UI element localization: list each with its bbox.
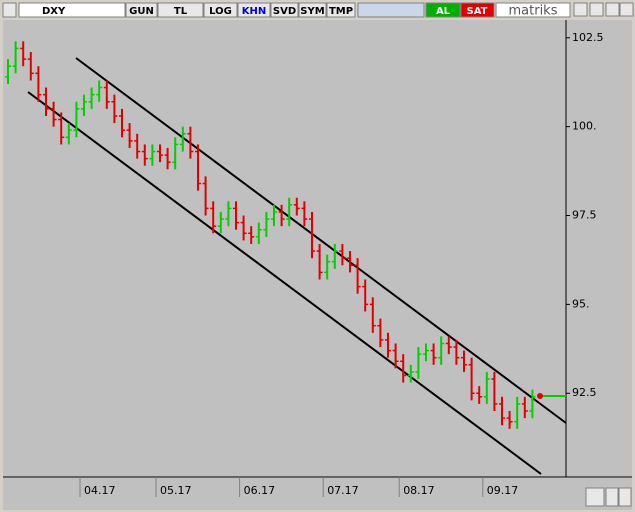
brand-box	[495, 2, 571, 18]
buy-label: AL	[436, 6, 451, 17]
sell-button[interactable]	[460, 2, 495, 18]
minimize-button[interactable]	[573, 2, 588, 17]
x-tick-label: 07.17	[327, 484, 359, 497]
toolbar-button[interactable]	[125, 2, 158, 18]
icon-strip[interactable]	[357, 2, 425, 18]
x-tick-label: 09.17	[487, 484, 519, 497]
y-tick-label: 100.	[572, 120, 597, 133]
y-tick-label: 95.	[572, 297, 590, 310]
date-axis-area	[3, 478, 632, 510]
toolbar-button-label: LOG	[209, 6, 232, 17]
symbol: DXY	[42, 6, 66, 17]
close-button[interactable]	[619, 2, 634, 17]
symbol-field[interactable]	[18, 2, 126, 18]
toolbar-button-label: GUN	[129, 6, 154, 17]
toolbar-button-label: SVD	[273, 6, 296, 17]
x-tick-label: 04.17	[84, 484, 116, 497]
toolbar-button-label: KHN	[242, 6, 267, 17]
x-tick-label: 06.17	[244, 484, 276, 497]
toolbar-button[interactable]	[326, 2, 356, 18]
toolbar-button-label: TL	[174, 6, 188, 17]
toolbar-button[interactable]	[298, 2, 327, 18]
toolbar-button[interactable]	[270, 2, 299, 18]
toolbar-button[interactable]	[203, 2, 238, 18]
brand: matriks	[509, 4, 558, 19]
toolbar-button[interactable]	[237, 2, 271, 18]
plot-area	[3, 20, 632, 477]
y-tick-label: 92.5	[572, 386, 597, 399]
x-tick-label: 05.17	[160, 484, 192, 497]
toolbar-button-label: TMP	[329, 6, 353, 17]
last-price-dot	[537, 393, 543, 399]
lower-channel-line	[27, 91, 542, 475]
y-tick-label: 97.5	[572, 209, 597, 222]
scroll-left[interactable]	[605, 487, 619, 507]
toolbar-button-label: SYM	[300, 6, 324, 17]
restore-button[interactable]	[605, 2, 620, 17]
toolbar-button[interactable]	[157, 2, 204, 18]
sell-label: SAT	[467, 6, 488, 17]
upper-channel-line	[75, 57, 567, 424]
buy-button[interactable]	[425, 2, 461, 18]
menu-icon[interactable]	[2, 2, 17, 18]
x-tick-label: 08.17	[403, 484, 435, 497]
refresh-button[interactable]	[585, 487, 605, 507]
y-tick-label: 102.5	[572, 31, 604, 44]
maximize-button[interactable]	[589, 2, 604, 17]
scroll-right[interactable]	[618, 487, 632, 507]
